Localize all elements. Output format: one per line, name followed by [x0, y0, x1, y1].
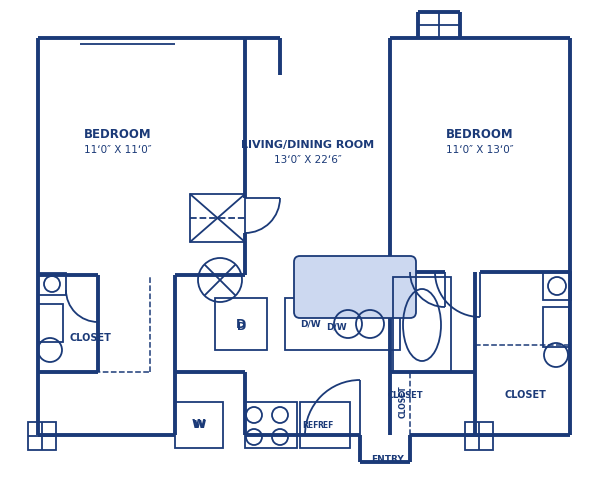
Text: LIVING/DINING ROOM: LIVING/DINING ROOM: [241, 140, 374, 150]
Text: 13‘0″ X 22‘6″: 13‘0″ X 22‘6″: [274, 155, 342, 165]
Text: W: W: [192, 418, 206, 432]
Text: CLOSET: CLOSET: [387, 391, 423, 399]
Text: D: D: [236, 318, 246, 330]
Text: CLOSET: CLOSET: [504, 390, 546, 400]
Text: W: W: [194, 420, 206, 430]
Bar: [300, 402, 350, 448]
Text: REF: REF: [302, 420, 318, 430]
Text: ENTRY: ENTRY: [371, 456, 403, 465]
Bar: [393, 277, 451, 372]
Bar: [28, 422, 56, 450]
FancyBboxPatch shape: [294, 256, 416, 318]
Bar: [245, 402, 297, 448]
Text: D: D: [238, 322, 247, 332]
Bar: [215, 298, 267, 350]
Bar: [543, 272, 571, 300]
Text: 11‘0″ X 13‘0″: 11‘0″ X 13‘0″: [446, 145, 514, 155]
Text: 11‘0″ X 11‘0″: 11‘0″ X 11‘0″: [84, 145, 152, 155]
Bar: [38, 273, 66, 295]
Bar: [285, 298, 400, 350]
Bar: [175, 402, 223, 448]
Bar: [543, 307, 569, 347]
Text: BEDROOM: BEDROOM: [84, 128, 152, 142]
Text: D/W: D/W: [299, 319, 320, 328]
Text: CLOSET: CLOSET: [398, 386, 407, 418]
Bar: [38, 304, 63, 342]
Bar: [190, 194, 245, 242]
Text: CLOSET: CLOSET: [69, 333, 111, 343]
Text: D/W: D/W: [326, 322, 346, 332]
Bar: [465, 422, 493, 450]
Text: BEDROOM: BEDROOM: [446, 128, 514, 142]
Text: REF: REF: [317, 420, 333, 430]
